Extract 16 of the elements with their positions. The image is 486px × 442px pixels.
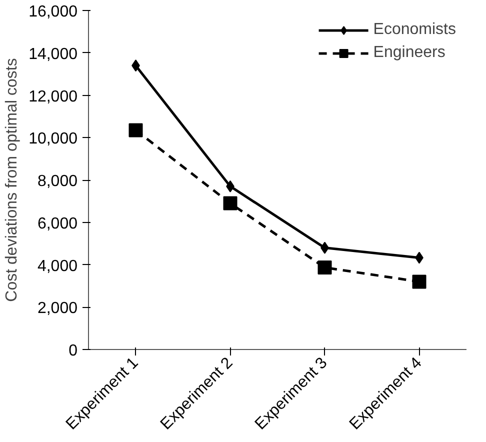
point	[412, 274, 426, 289]
y-tick-label: 8,000	[37, 173, 78, 190]
y-tick-label: 14,000	[28, 46, 78, 63]
legend-label: Engineers	[373, 44, 446, 62]
y-tick-label: 2,000	[37, 300, 78, 318]
y-tick-label: 6,000	[37, 215, 78, 232]
y-tick-label: 10,000	[28, 130, 78, 148]
y-tick-label: 4,000	[37, 258, 78, 275]
y-tick-label: 0	[68, 342, 78, 360]
point	[128, 123, 143, 138]
legend-label: Economists	[373, 21, 456, 39]
y-tick-label: 12,000	[28, 88, 78, 106]
point	[223, 196, 238, 210]
point	[318, 260, 332, 275]
y-tick-label: 16,000	[28, 4, 78, 20]
y-axis-title: Cost deviations from optimal costs	[4, 58, 21, 302]
